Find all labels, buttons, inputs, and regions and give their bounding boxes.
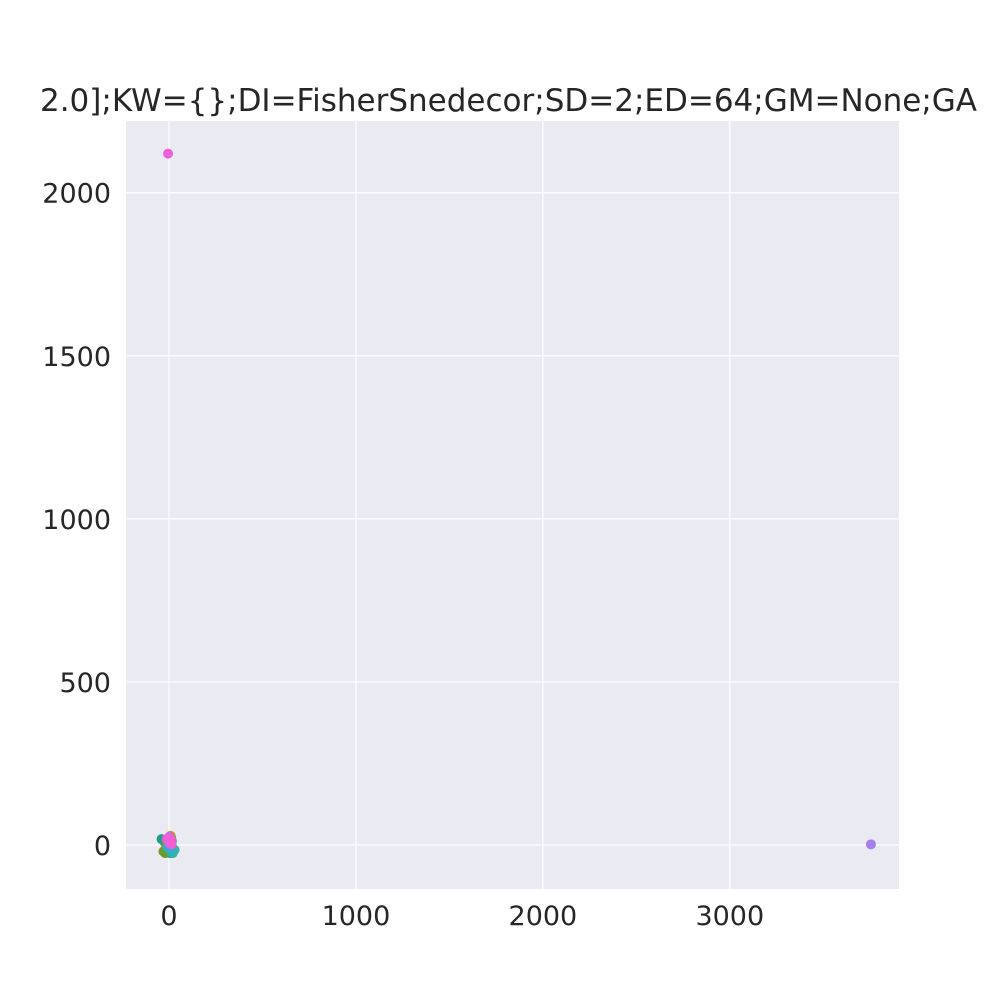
data-points bbox=[156, 148, 876, 859]
x-tick-label: 0 bbox=[160, 901, 177, 932]
x-tick-label: 1000 bbox=[322, 901, 391, 932]
y-tick-label: 2000 bbox=[42, 179, 111, 210]
x-tick-label: 3000 bbox=[695, 901, 764, 932]
y-tick-label: 500 bbox=[59, 668, 111, 699]
data-point bbox=[163, 148, 174, 159]
grid-lines bbox=[126, 121, 899, 889]
data-point bbox=[865, 839, 876, 850]
chart-title: 2.0];KW={};DI=FisherSnedecor;SD=2;ED=64;… bbox=[40, 83, 977, 119]
tick-labels: 0 1000 2000 3000 0 500 1000 1500 2000 bbox=[42, 179, 764, 932]
x-tick-label: 2000 bbox=[509, 901, 578, 932]
y-tick-label: 1500 bbox=[42, 342, 111, 373]
y-tick-label: 1000 bbox=[42, 505, 111, 536]
y-tick-label: 0 bbox=[94, 831, 111, 862]
data-point bbox=[166, 839, 177, 850]
plot-area bbox=[126, 121, 899, 889]
